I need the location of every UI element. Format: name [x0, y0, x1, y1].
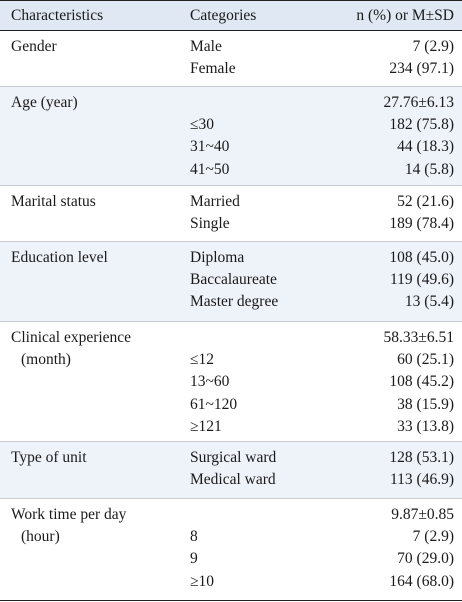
table-group: Clinical experience (month) 58.33±6.51 ≤12 6…	[0, 322, 462, 442]
value-cell: 182 (75.8)	[389, 115, 454, 133]
category-cell: ≥10	[190, 572, 215, 590]
value-cell: 128 (53.1)	[389, 448, 454, 466]
characteristic-label: Gender	[11, 37, 57, 55]
table-header: Characteristics Categories n (%) or M±SD	[0, 0, 462, 31]
category-cell: Master degree	[190, 293, 279, 311]
category-cell: 13~60	[190, 373, 230, 391]
category-cell: Male	[190, 37, 222, 55]
value-cell: 108 (45.0)	[389, 248, 454, 266]
value-cell: 234 (97.1)	[389, 59, 454, 77]
value-cell: 33 (13.8)	[397, 418, 454, 436]
table-group: Gender Male 7 (2.9) Female 234 (97.1)	[0, 31, 462, 87]
value-cell: 27.76±6.13	[383, 93, 454, 111]
value-cell: 7 (2.9)	[412, 37, 454, 55]
category-cell: Single	[190, 214, 230, 232]
characteristic-label: Education level	[11, 248, 108, 266]
category-cell: Medical ward	[190, 470, 276, 488]
characteristic-label: Age (year)	[11, 93, 78, 111]
value-cell: 60 (25.1)	[397, 350, 454, 368]
category-cell: 41~50	[190, 160, 230, 178]
characteristic-label: Clinical experience	[11, 328, 132, 346]
value-cell: 70 (29.0)	[397, 550, 454, 568]
table-group: Education level Diploma 108 (45.0) Baccalau…	[0, 242, 462, 322]
header-categories: Categories	[190, 7, 257, 24]
header-value: n (%) or M±SD	[356, 7, 454, 24]
value-cell: 7 (2.9)	[412, 527, 454, 545]
category-cell: ≤12	[190, 350, 215, 368]
category-cell: Diploma	[190, 248, 245, 266]
category-cell: Baccalaureate	[190, 270, 277, 288]
value-cell: 119 (49.6)	[390, 270, 454, 288]
value-cell: 13 (5.4)	[404, 293, 454, 311]
value-cell: 52 (21.6)	[397, 192, 454, 210]
characteristic-label: Work time per day	[11, 505, 127, 523]
table-group: Work time per day (hour) 9.87±0.85 8 7 (2.9)…	[0, 499, 462, 601]
category-cell: 61~120	[190, 395, 238, 413]
table-group: Type of unit Surgical ward 128 (53.1) Medic…	[0, 442, 462, 499]
characteristic-label: Type of unit	[11, 448, 87, 466]
table-group: Age (year) 27.76±6.13 ≤30 182 (75.8) 31~40 44…	[0, 87, 462, 186]
value-cell: 189 (78.4)	[389, 214, 454, 232]
header-characteristics: Characteristics	[11, 7, 104, 24]
category-cell: ≥121	[190, 418, 222, 436]
value-cell: 44 (18.3)	[397, 138, 454, 156]
category-cell: Surgical ward	[190, 448, 277, 466]
characteristic-label: Marital status	[11, 192, 96, 210]
category-cell: 8	[190, 527, 198, 545]
category-cell: Female	[190, 59, 236, 77]
value-cell: 58.33±6.51	[383, 328, 454, 346]
value-cell: 108 (45.2)	[389, 373, 454, 391]
characteristic-label: (month)	[21, 350, 71, 368]
value-cell: 164 (68.0)	[389, 572, 454, 590]
value-cell: 14 (5.8)	[404, 160, 454, 178]
value-cell: 113 (46.9)	[390, 470, 454, 488]
category-cell: 9	[190, 550, 198, 568]
characteristic-label: (hour)	[21, 527, 60, 545]
table-group: Marital status Married 52 (21.6) Single 189 …	[0, 186, 462, 242]
value-cell: 9.87±0.85	[391, 505, 454, 523]
category-cell: Married	[190, 192, 240, 210]
category-cell: ≤30	[190, 115, 215, 133]
category-cell: 31~40	[190, 138, 230, 156]
value-cell: 38 (15.9)	[397, 395, 454, 413]
